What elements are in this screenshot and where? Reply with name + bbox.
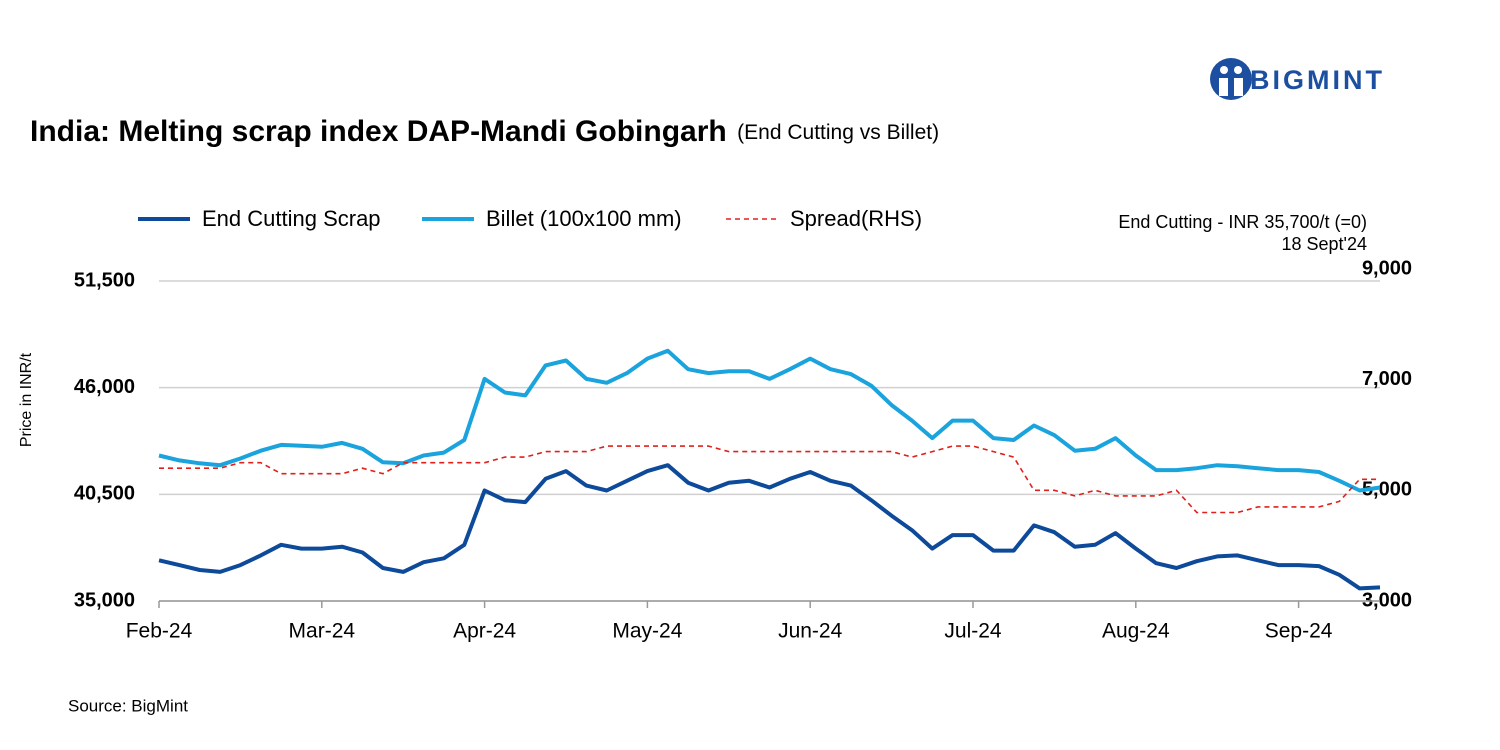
y2-tick-label: 7,000 (1362, 368, 1412, 390)
title: India: Melting scrap index DAP-Mandi Gob… (30, 115, 727, 148)
annotation: End Cutting - INR 35,700/t (=0) (1118, 212, 1367, 232)
x-tick-label: Mar-24 (289, 620, 356, 643)
source: Source: BigMint (68, 696, 188, 715)
series-line (158, 463, 1381, 591)
legend-label: Billet (100x100 mm) (486, 206, 682, 231)
y-tick-label: 35,000 (74, 589, 135, 611)
chart-title: India: Melting scrap index DAP-Mandi Gob… (30, 115, 939, 148)
x-tick-label: Aug-24 (1102, 620, 1170, 643)
y-tick-label: 51,500 (74, 269, 135, 291)
y2-tick-label: 9,000 (1362, 257, 1412, 279)
y2-tick-label: 3,000 (1362, 589, 1412, 611)
y-tick-label: 40,500 (74, 483, 135, 505)
x-tick-label: Apr-24 (453, 620, 516, 643)
x-tick-label: May-24 (612, 620, 682, 643)
logo-text: BIGMINT (1250, 65, 1385, 95)
logo: BIGMINT (1210, 58, 1385, 100)
y-tick-label: 46,000 (74, 376, 135, 398)
x-tick-label: Feb-24 (126, 620, 193, 643)
x-tick-label: Sep-24 (1265, 620, 1333, 643)
annotation: 18 Sept'24 (1281, 234, 1367, 254)
y-axis-label: Price in INR/t (18, 352, 35, 447)
x-tick-label: Jun-24 (778, 620, 843, 643)
logo-icon (1210, 58, 1252, 100)
x-tick-label: Jul-24 (944, 620, 1002, 643)
legend-label: Spread(RHS) (790, 206, 922, 231)
subtitle: (End Cutting vs Billet) (737, 121, 939, 144)
series-line (159, 445, 1380, 514)
legend-label: End Cutting Scrap (202, 206, 381, 231)
series-line (158, 348, 1381, 493)
y2-tick-label: 5,000 (1362, 479, 1412, 501)
